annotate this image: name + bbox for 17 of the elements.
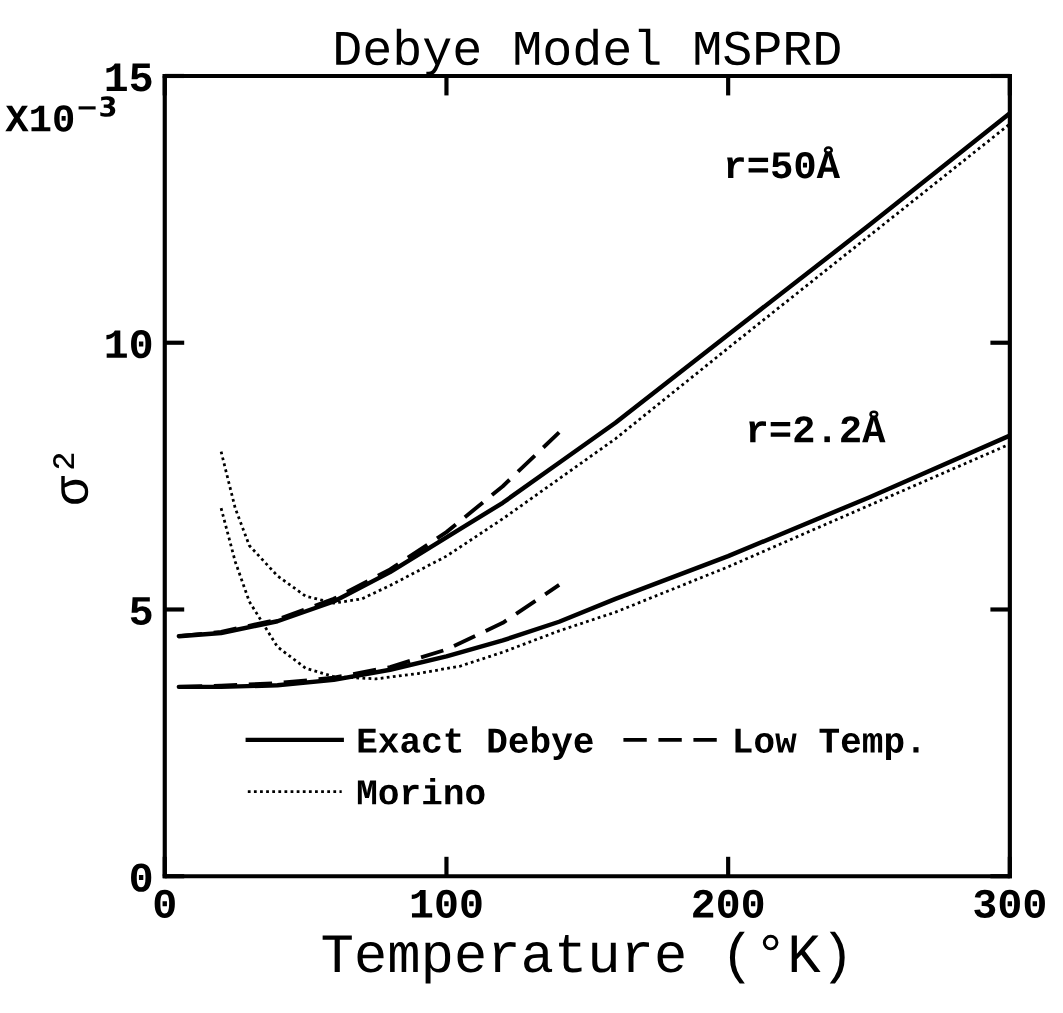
chart-title: Debye Model MSPRD bbox=[336, 28, 840, 76]
text: X10$^{−3}$ bbox=[5, 96, 116, 132]
x-tick-label: 0 bbox=[154, 889, 175, 918]
y-tick-label: 15 bbox=[106, 63, 152, 92]
x-tick-label: 200 bbox=[693, 889, 764, 918]
y-tick-label: 5 bbox=[130, 597, 152, 625]
x-tick-label: 100 bbox=[411, 889, 482, 918]
annotation: r=50Å bbox=[727, 146, 841, 179]
y-axis-title: σ² bbox=[53, 453, 89, 504]
y-tick-label: 10 bbox=[106, 329, 152, 359]
x-axis-title: Temperature (°K) bbox=[322, 931, 845, 984]
x-tick-label: 300 bbox=[974, 889, 1045, 919]
annotation: r=2.2Å bbox=[749, 410, 886, 443]
legend-label: Morino bbox=[357, 778, 485, 805]
y-tick-label: 0 bbox=[131, 863, 152, 892]
legend-label: Low Temp. bbox=[735, 728, 919, 761]
legend-label: Exact Debye bbox=[358, 726, 593, 761]
